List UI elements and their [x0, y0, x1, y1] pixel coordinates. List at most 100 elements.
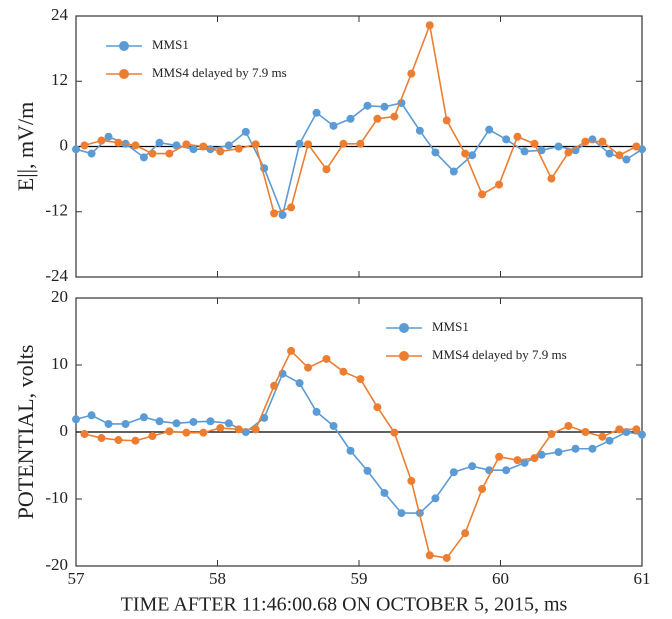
y-tick-label: 0 — [60, 135, 69, 154]
data-point — [155, 417, 164, 426]
x-tick-label: 59 — [351, 569, 368, 588]
data-point — [530, 454, 539, 463]
data-point — [251, 140, 260, 149]
data-point — [431, 148, 440, 157]
data-point — [165, 427, 174, 436]
data-point — [97, 434, 106, 443]
legend-label: MMS4 delayed by 7.9 ms — [152, 65, 287, 80]
data-point — [87, 411, 96, 420]
data-point — [356, 139, 365, 148]
data-point — [339, 367, 348, 376]
x-axis-label: TIME AFTER 11:46:00.68 ON OCTOBER 5, 201… — [121, 594, 568, 616]
data-point — [547, 430, 556, 439]
data-point — [373, 114, 382, 123]
data-point — [449, 167, 458, 176]
data-point — [380, 488, 389, 497]
data-point — [615, 151, 624, 160]
data-point — [199, 142, 208, 151]
y-tick-label: 10 — [51, 354, 68, 373]
data-point — [322, 354, 331, 363]
data-point — [304, 363, 313, 372]
y-axis-label: POTENTIAL, volts — [13, 345, 38, 520]
data-point — [80, 141, 89, 150]
data-point — [295, 379, 304, 388]
data-point — [165, 149, 174, 158]
legend-marker — [119, 41, 129, 51]
x-tick-label: 61 — [634, 569, 651, 588]
data-point — [520, 458, 529, 467]
data-point — [513, 132, 522, 141]
data-point — [407, 69, 416, 78]
data-point — [72, 145, 80, 154]
data-point — [329, 421, 338, 430]
data-point — [346, 446, 355, 455]
data-point — [415, 126, 424, 135]
y-tick-label: -24 — [45, 266, 68, 285]
data-point — [270, 209, 279, 218]
data-point — [172, 141, 181, 150]
data-point — [598, 432, 607, 441]
data-point — [598, 137, 607, 146]
data-point — [131, 141, 140, 150]
data-point — [425, 21, 434, 30]
data-point — [139, 153, 148, 162]
data-point — [234, 425, 243, 434]
data-point — [182, 140, 191, 149]
data-point — [632, 425, 641, 434]
legend-label: MMS4 delayed by 7.9 ms — [432, 347, 567, 362]
data-point — [363, 101, 372, 110]
data-point — [373, 403, 382, 412]
legend-marker — [119, 69, 129, 79]
data-point — [564, 421, 573, 430]
data-point — [182, 428, 191, 437]
data-point — [615, 425, 624, 434]
legend-marker — [399, 351, 409, 361]
data-point — [104, 132, 113, 141]
data-point — [287, 203, 296, 212]
data-point — [581, 428, 590, 436]
data-point — [495, 452, 504, 461]
data-point — [554, 448, 563, 457]
data-point — [322, 165, 331, 174]
data-point — [224, 419, 233, 428]
data-point — [390, 428, 399, 437]
data-point — [270, 381, 279, 390]
data-point — [390, 112, 399, 121]
data-point — [80, 430, 89, 439]
data-point — [425, 551, 434, 560]
data-point — [537, 146, 546, 155]
data-point — [329, 121, 338, 130]
data-point — [461, 529, 470, 538]
legend-label: MMS1 — [152, 37, 189, 52]
data-point — [312, 407, 321, 416]
data-point — [571, 444, 580, 453]
data-point — [605, 436, 614, 445]
legend-marker — [399, 323, 409, 333]
data-point — [588, 444, 597, 453]
y-tick-label: -12 — [45, 201, 68, 220]
y-axis-label: E||, mV/m — [13, 102, 38, 191]
series-line — [84, 22, 637, 215]
data-point — [622, 155, 631, 164]
data-point — [97, 136, 106, 145]
data-point — [537, 450, 546, 459]
data-point — [502, 135, 511, 144]
data-point — [295, 139, 304, 148]
y-tick-label: 24 — [51, 5, 69, 24]
data-point — [520, 147, 529, 156]
data-point — [148, 432, 157, 441]
y-tick-label: 12 — [51, 70, 68, 89]
data-point — [530, 139, 539, 148]
data-point — [234, 144, 243, 153]
data-point — [478, 190, 487, 199]
y-tick-label: 20 — [51, 287, 68, 306]
data-point — [449, 468, 458, 477]
data-point — [564, 148, 573, 157]
x-tick-label: 58 — [209, 569, 226, 588]
data-point — [581, 137, 590, 146]
data-point — [547, 174, 556, 183]
data-point — [478, 484, 487, 493]
data-point — [189, 417, 198, 426]
data-point — [278, 211, 287, 220]
data-point — [87, 149, 96, 158]
